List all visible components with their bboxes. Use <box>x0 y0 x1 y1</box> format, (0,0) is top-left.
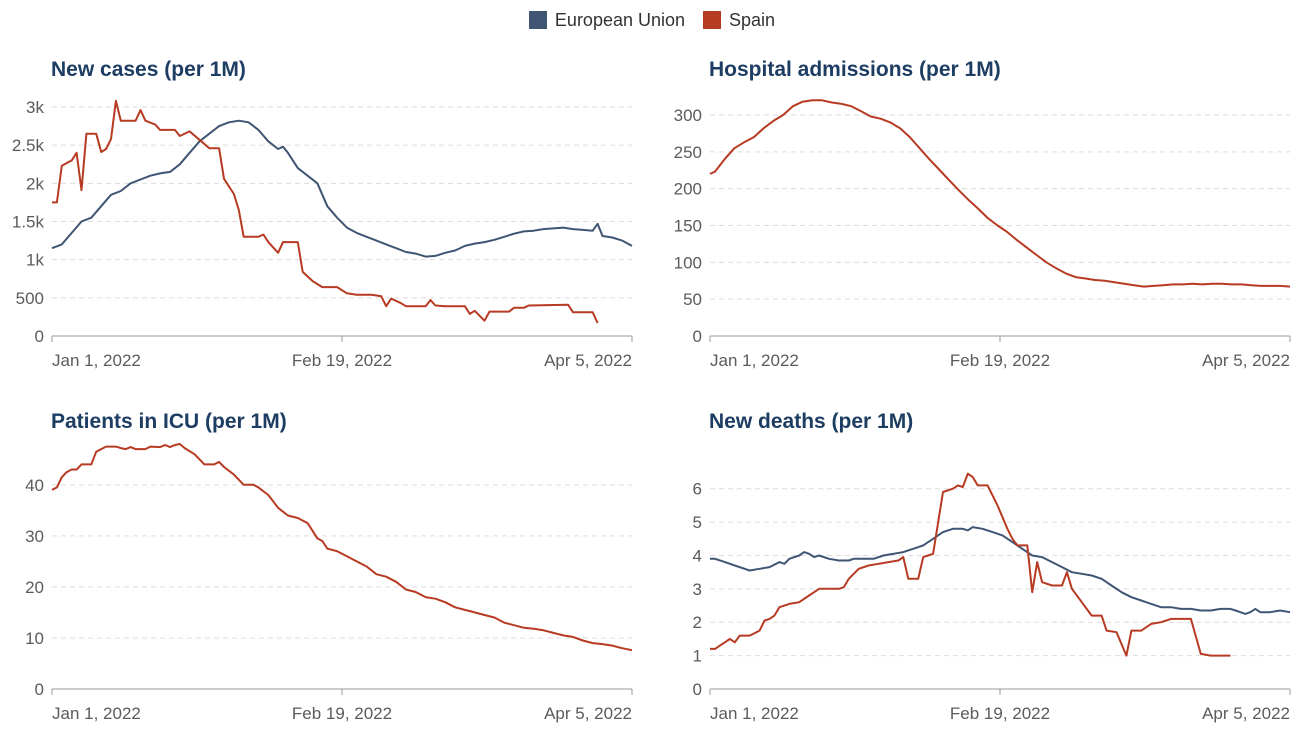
y-tick-label: 40 <box>25 476 44 495</box>
x-tick-label: Jan 1, 2022 <box>52 351 141 370</box>
series-line-spain <box>52 99 599 324</box>
legend-label-spain: Spain <box>729 9 776 30</box>
legend-item-spain[interactable]: Spain <box>703 10 775 31</box>
y-tick-label: 4 <box>693 546 702 565</box>
x-tick-label: Feb 19, 2022 <box>950 351 1050 370</box>
y-tick-label: 1k <box>26 251 44 270</box>
y-tick-label: 2.5k <box>12 136 45 155</box>
y-tick-label: 10 <box>25 629 44 648</box>
series-line-european-union <box>710 526 1291 615</box>
series-line-spain <box>51 443 633 652</box>
series-line-spain <box>709 99 1291 288</box>
x-tick-label: Apr 5, 2022 <box>1202 704 1290 723</box>
y-tick-label: 0 <box>693 680 702 699</box>
y-tick-label: 300 <box>674 106 702 125</box>
y-tick-label: 30 <box>25 527 44 546</box>
series-line-spain <box>710 472 1231 657</box>
y-tick-label: 1.5k <box>12 213 45 232</box>
y-tick-label: 200 <box>674 180 702 199</box>
x-tick-label: Feb 19, 2022 <box>292 351 392 370</box>
y-tick-label: 500 <box>16 289 44 308</box>
legend-swatch-eu <box>528 11 547 29</box>
y-tick-label: 20 <box>25 578 44 597</box>
y-tick-label: 0 <box>35 327 44 346</box>
chart-title-icu: Patients in ICU (per 1M) <box>51 410 287 433</box>
y-tick-label: 2k <box>26 174 44 193</box>
y-tick-label: 6 <box>693 480 702 499</box>
y-tick-label: 2 <box>693 613 702 632</box>
legend-item-eu[interactable]: European Union <box>528 9 686 31</box>
y-tick-label: 5 <box>693 513 702 532</box>
chart-title-hospital: Hospital admissions (per 1M) <box>709 58 1001 81</box>
y-tick-label: 250 <box>674 143 702 162</box>
x-tick-label: Apr 5, 2022 <box>544 351 632 370</box>
x-tick-label: Apr 5, 2022 <box>544 704 632 723</box>
series-line-european-union <box>51 119 633 258</box>
x-tick-label: Apr 5, 2022 <box>1202 351 1290 370</box>
y-tick-label: 0 <box>693 327 702 346</box>
x-tick-label: Feb 19, 2022 <box>292 704 392 723</box>
y-tick-label: 3k <box>26 98 44 117</box>
y-tick-label: 1 <box>693 647 702 666</box>
x-tick-label: Feb 19, 2022 <box>950 704 1050 723</box>
legend-label-eu: European Union <box>554 9 686 30</box>
legend: European Union Spain <box>0 6 1304 34</box>
y-tick-label: 3 <box>693 580 702 599</box>
chart-title-cases: New cases (per 1M) <box>51 58 246 81</box>
y-tick-label: 0 <box>35 680 44 699</box>
y-tick-label: 50 <box>683 290 702 309</box>
x-tick-label: Jan 1, 2022 <box>52 704 141 723</box>
y-tick-label: 150 <box>674 217 702 236</box>
y-tick-label: 100 <box>674 253 702 272</box>
chart-title-deaths: New deaths (per 1M) <box>709 410 914 433</box>
x-tick-label: Jan 1, 2022 <box>710 351 799 370</box>
x-tick-label: Jan 1, 2022 <box>710 704 799 723</box>
legend-swatch-spain <box>703 11 722 29</box>
